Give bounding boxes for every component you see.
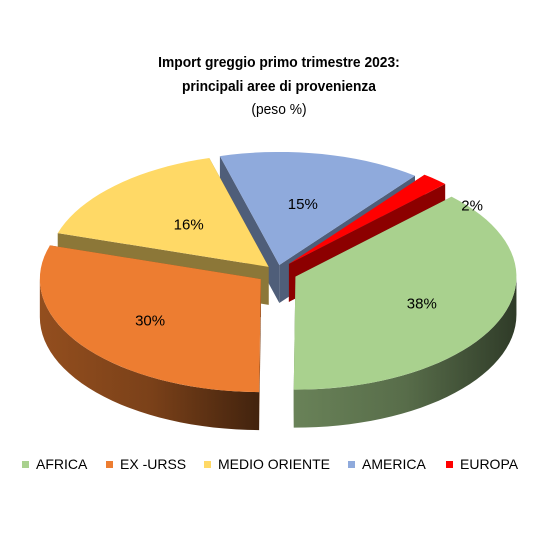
- slice-europa: [288, 174, 446, 264]
- data-label-europa: 2%: [461, 198, 483, 215]
- data-label-medio-oriente: 16%: [174, 217, 204, 234]
- slice-medio-oriente: [57, 157, 269, 267]
- legend-swatch-medio-oriente: [204, 460, 211, 468]
- slice-ex-urss: [39, 245, 261, 393]
- slice-side-ex-urss: [39, 279, 260, 431]
- legend-item-ex-urss: EX -URSS: [106, 456, 186, 472]
- legend-swatch-europa: [446, 460, 453, 468]
- chart-title-line-3: (peso %): [251, 101, 307, 118]
- legend-swatch-africa: [22, 460, 29, 468]
- data-label-africa: 38%: [407, 296, 437, 313]
- legend-label-africa: AFRICA: [36, 456, 88, 472]
- chart-title-line-1: Import greggio primo trimestre 2023:: [158, 54, 400, 71]
- legend-item-africa: AFRICA: [22, 456, 87, 472]
- data-label-ex-urss: 30%: [135, 312, 165, 329]
- legend-label-europa: EUROPA: [460, 456, 519, 472]
- slice-side-africa: [293, 276, 517, 428]
- legend-label-ex-urss: EX -URSS: [120, 456, 187, 472]
- legend-item-europa: EUROPA: [446, 456, 518, 472]
- legend-swatch-ex-urss: [106, 460, 113, 468]
- slice-africa: [293, 196, 517, 390]
- legend-item-medio-oriente: MEDIO ORIENTE: [204, 456, 330, 472]
- legend-label-medio-oriente: MEDIO ORIENTE: [218, 456, 331, 472]
- legend-item-america: AMERICA: [348, 456, 426, 472]
- data-label-america: 15%: [288, 196, 318, 213]
- chart-legend: AFRICA EX -URSS MEDIO ORIENTE AMERICA EU…: [0, 456, 556, 476]
- slice-wall-ex-urss-0: [259, 279, 261, 431]
- legend-swatch-america: [348, 460, 355, 468]
- legend-label-america: AMERICA: [362, 456, 426, 472]
- chart-title-line-2: principali aree di provenienza: [181, 78, 376, 95]
- slice-america: [219, 151, 415, 265]
